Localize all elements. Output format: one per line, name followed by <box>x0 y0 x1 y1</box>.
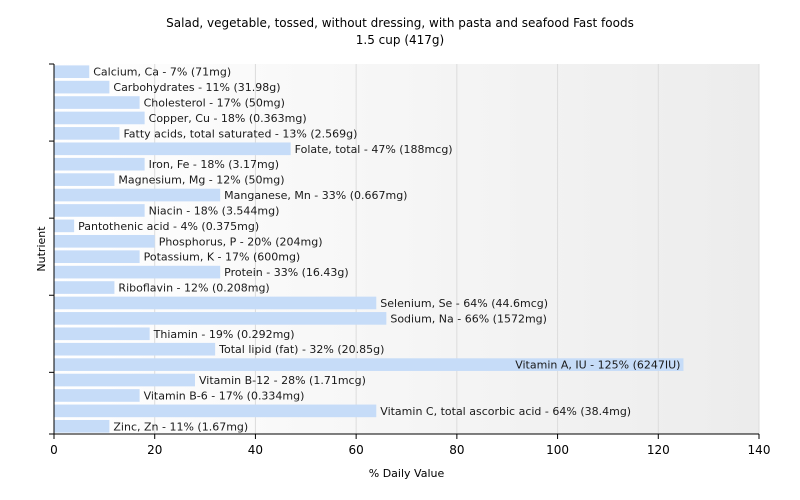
bar-label: Potassium, K - 17% (600mg) <box>144 251 301 264</box>
bar-label: Zinc, Zn - 11% (1.67mg) <box>113 420 248 433</box>
x-axis-title: % Daily Value <box>369 467 445 480</box>
bar-label: Pantothenic acid - 4% (0.375mg) <box>78 220 259 233</box>
bar-label: Manganese, Mn - 33% (0.667mg) <box>224 189 407 202</box>
bar <box>54 342 216 356</box>
bar <box>54 204 145 217</box>
bar-label: Selenium, Se - 64% (44.6mcg) <box>380 297 548 310</box>
bar <box>54 327 150 341</box>
bar-label: Niacin - 18% (3.544mg) <box>149 204 280 217</box>
bar-label: Sodium, Na - 66% (1572mg) <box>390 312 547 325</box>
bar <box>54 265 221 279</box>
bar-label: Folate, total - 47% (188mcg) <box>295 143 453 156</box>
bar-label: Copper, Cu - 18% (0.363mg) <box>149 112 307 125</box>
x-tick-label: 20 <box>147 443 162 457</box>
x-tick-label: 40 <box>248 443 263 457</box>
bar <box>54 358 684 371</box>
x-tick-label: 80 <box>449 443 464 457</box>
chart-subtitle: 1.5 cup (417g) <box>355 33 445 47</box>
bar-label: Magnesium, Mg - 12% (50mg) <box>118 174 284 187</box>
bar <box>54 234 155 248</box>
bar-label: Carbohydrates - 11% (31.98g) <box>113 81 280 94</box>
bar <box>54 96 140 109</box>
bar-label: Vitamin A, IU - 125% (6247IU) <box>515 359 680 372</box>
x-tick-label: 140 <box>748 443 771 457</box>
bar <box>54 142 291 156</box>
bar-label: Riboflavin - 12% (0.208mg) <box>118 282 269 295</box>
bar <box>54 127 120 140</box>
bar <box>54 65 90 79</box>
x-tick-label: 100 <box>546 443 569 457</box>
bar <box>54 219 75 233</box>
bar <box>54 296 377 310</box>
bar-label: Total lipid (fat) - 32% (20.85g) <box>218 343 384 356</box>
bar-label: Thiamin - 19% (0.292mg) <box>153 328 295 341</box>
bar-label: Vitamin C, total ascorbic acid - 64% (38… <box>380 405 631 418</box>
bar-label: Vitamin B-6 - 17% (0.334mg) <box>144 389 305 402</box>
bar <box>54 419 110 433</box>
bar <box>54 389 140 402</box>
chart-title: Salad, vegetable, tossed, without dressi… <box>166 16 634 30</box>
bar <box>54 188 221 202</box>
bar <box>54 80 110 94</box>
bar <box>54 404 377 418</box>
plot-background <box>54 64 759 434</box>
bar-label: Vitamin B-12 - 28% (1.71mcg) <box>199 374 366 387</box>
bar <box>54 250 140 264</box>
bar <box>54 373 195 387</box>
x-tick-label: 60 <box>349 443 364 457</box>
bar-label: Iron, Fe - 18% (3.17mg) <box>149 158 279 171</box>
bar-label: Calcium, Ca - 7% (71mg) <box>93 66 231 79</box>
bar <box>54 173 115 186</box>
bar-label: Fatty acids, total saturated - 13% (2.56… <box>123 127 357 140</box>
x-tick-label: 0 <box>50 443 58 457</box>
bar <box>54 157 145 171</box>
bar-label: Cholesterol - 17% (50mg) <box>144 97 285 110</box>
x-tick-label: 120 <box>647 443 670 457</box>
bar-label: Protein - 33% (16.43g) <box>224 266 349 279</box>
y-axis-title: Nutrient <box>35 226 48 272</box>
bar <box>54 312 387 325</box>
bar <box>54 281 115 294</box>
bar <box>54 111 145 125</box>
bar-label: Phosphorus, P - 20% (204mg) <box>159 235 323 248</box>
